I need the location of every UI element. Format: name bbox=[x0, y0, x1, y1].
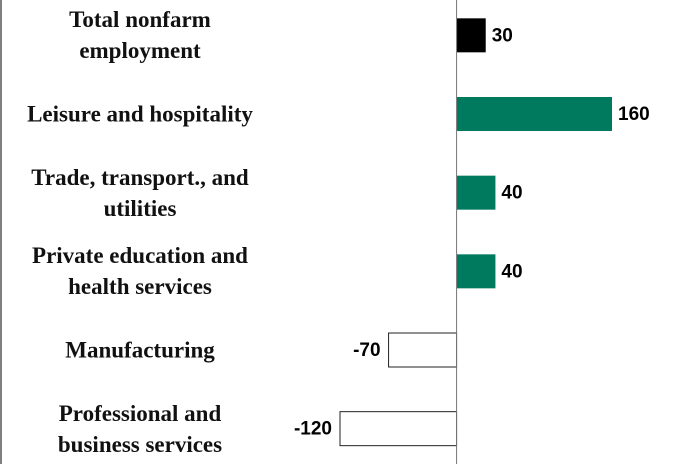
bar bbox=[456, 254, 496, 289]
bar bbox=[456, 18, 486, 53]
value-label: 40 bbox=[501, 183, 522, 204]
bar bbox=[339, 411, 458, 447]
category-label: Manufacturing bbox=[65, 337, 215, 363]
category-label: Private education and health services bbox=[32, 243, 248, 300]
value-label: 160 bbox=[618, 104, 650, 125]
category-label: Total nonfarm employment bbox=[69, 7, 211, 64]
value-label: 40 bbox=[501, 261, 522, 282]
value-label: 30 bbox=[492, 25, 513, 46]
bar bbox=[456, 175, 496, 210]
value-label: -70 bbox=[353, 340, 380, 361]
category-label: Trade, transport., and utilities bbox=[31, 164, 249, 221]
category-label: Leisure and hospitality bbox=[27, 101, 253, 127]
bar bbox=[456, 97, 612, 131]
value-label: -120 bbox=[294, 419, 332, 440]
category-label: Professional and business services bbox=[57, 400, 223, 457]
bar bbox=[388, 332, 458, 368]
